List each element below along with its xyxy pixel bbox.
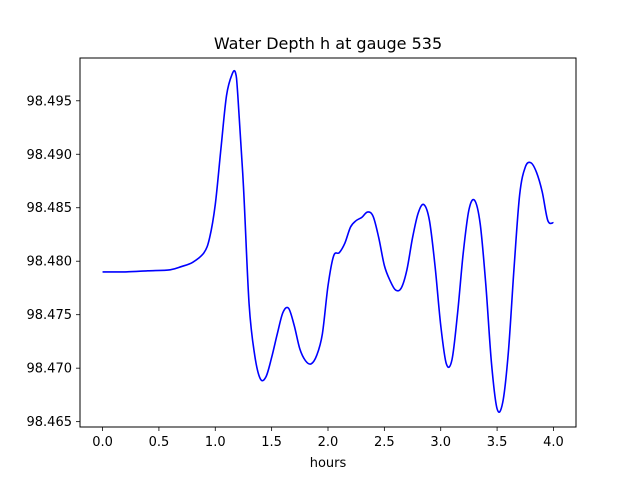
y-tick-label: 98.470	[27, 362, 73, 377]
y-tick-label: 98.480	[27, 255, 73, 270]
x-tick-label: 1.0	[205, 435, 226, 450]
x-tick-label: 1.5	[261, 435, 282, 450]
x-axis: 0.0 0.5 1.0 1.5 2.0 2.5 3.0 3.5 4.0	[92, 427, 564, 450]
x-tick-label: 2.0	[318, 435, 339, 450]
y-axis: 98.465 98.470 98.475 98.480 98.485 98.490 98.4…	[27, 94, 80, 430]
x-tick-label: 2.5	[374, 435, 395, 450]
x-tick-label: 4.0	[543, 435, 564, 450]
chart-title: Water Depth h at gauge 535	[214, 34, 442, 53]
y-tick-label: 98.495	[27, 94, 73, 109]
x-axis-title: hours	[310, 456, 347, 471]
x-tick-label: 0.5	[149, 435, 170, 450]
y-tick-label: 98.485	[27, 201, 73, 216]
y-tick-label: 98.475	[27, 308, 73, 323]
x-tick-label: 3.0	[430, 435, 451, 450]
water-depth-series-line	[102, 69, 554, 413]
x-tick-label: 0.0	[92, 435, 113, 450]
plot-area	[79, 57, 577, 428]
y-tick-label: 98.465	[27, 415, 73, 430]
y-tick-label: 98.490	[27, 148, 73, 163]
x-tick-label: 3.5	[487, 435, 508, 450]
